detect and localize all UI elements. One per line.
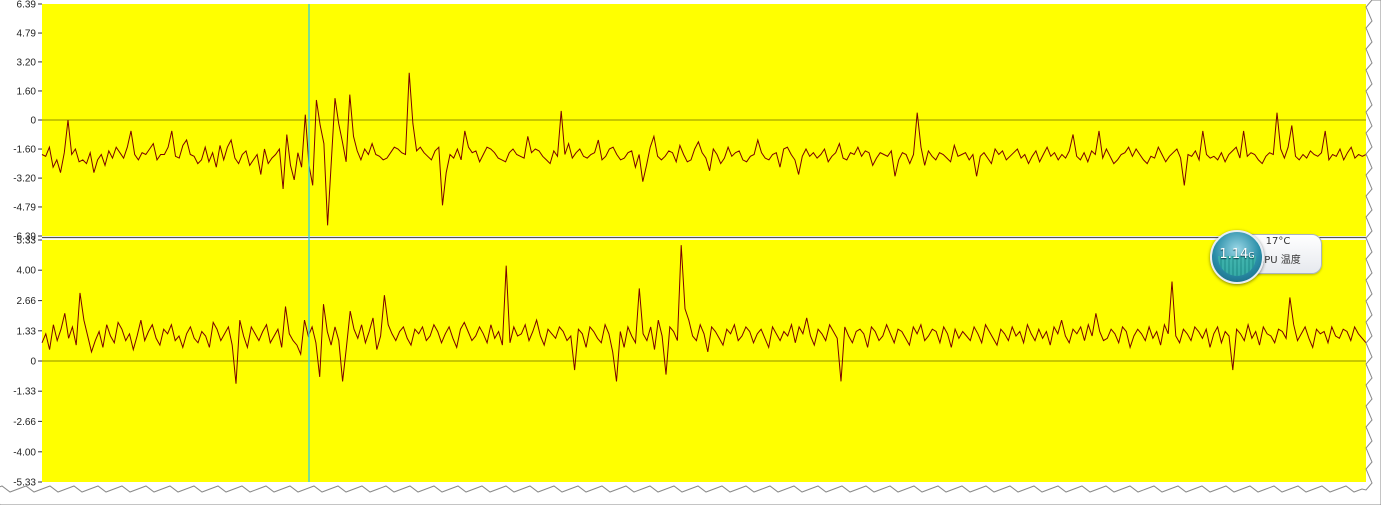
y-tick-label: -4.79 xyxy=(13,202,36,213)
memory-ball-icon[interactable]: 1.14G xyxy=(1210,230,1264,284)
y-tick-label: 6.39 xyxy=(17,0,37,11)
waveform-line xyxy=(41,245,1367,384)
y-tick-label: 1.60 xyxy=(17,86,37,97)
y-tick-label: 1.33 xyxy=(17,326,37,337)
y-tick-label: -4.00 xyxy=(13,447,36,458)
cpu-temperature-value: 17°C xyxy=(1265,236,1291,247)
y-tick-label: 4.79 xyxy=(17,29,37,40)
y-tick-label: -5.33 xyxy=(13,478,36,489)
y-tick-label: 2.66 xyxy=(17,296,37,307)
y-tick-label: -6.39 xyxy=(13,232,36,243)
y-tick-label: -1.60 xyxy=(13,145,36,156)
y-tick-label: 0 xyxy=(30,357,36,368)
y-tick-label: 3.20 xyxy=(17,57,37,68)
cursor-layer xyxy=(42,4,1366,482)
y-tick-label: 0 xyxy=(30,116,36,127)
cpu-temperature-label: CPU 温度 xyxy=(1257,255,1301,266)
y-tick-label: -3.20 xyxy=(13,174,36,185)
bottom-waveform-plot[interactable]: 5.33 4.00 2.66 1.33 0 -1.33 -2.66 -4.00 -5.33 xyxy=(13,236,1367,489)
memory-usage-value: 1.14G xyxy=(1219,247,1255,262)
y-tick-label: -1.33 xyxy=(13,387,36,398)
waveform-line xyxy=(41,72,1367,226)
y-tick-label: 5.33 xyxy=(17,236,37,247)
memory-fill-wave xyxy=(1218,256,1256,276)
y-tick-label: 4.00 xyxy=(17,266,37,277)
y-tick-label: -2.66 xyxy=(13,417,36,428)
top-waveform-plot[interactable]: 6.39 4.79 3.20 1.60 0 -1.60 -3.20 -4.79 -6.39 xyxy=(13,0,1367,243)
system-monitor-widget[interactable]: 17°C CPU 温度 1.14G xyxy=(1210,230,1322,284)
